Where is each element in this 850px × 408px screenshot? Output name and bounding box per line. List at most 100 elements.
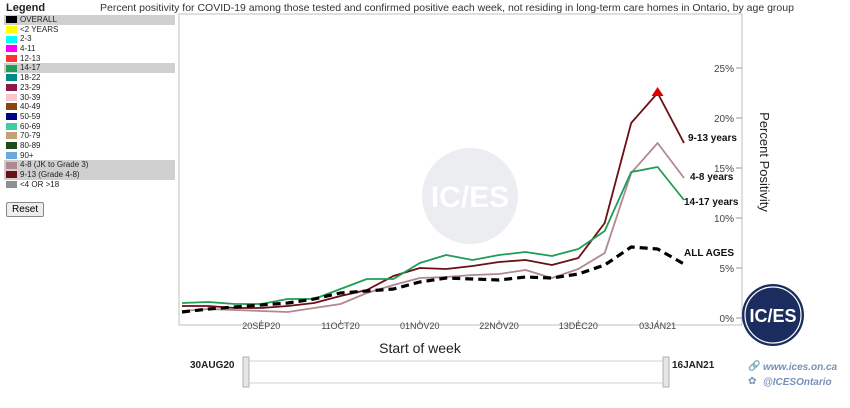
data-point[interactable] [471, 277, 475, 281]
data-point[interactable] [206, 307, 210, 311]
series-line-1 [181, 142, 685, 313]
legend-item[interactable]: 14-17 [4, 63, 175, 74]
data-point[interactable] [523, 258, 527, 262]
legend-item[interactable]: 70-79 [4, 131, 175, 141]
legend-label: 70-79 [20, 131, 41, 141]
data-point[interactable] [259, 303, 263, 307]
data-point[interactable] [682, 262, 686, 266]
data-point[interactable] [603, 251, 607, 255]
data-point[interactable] [339, 291, 343, 295]
data-point[interactable] [629, 245, 633, 249]
legend-item[interactable]: 9-13 (Grade 4-8) [4, 170, 175, 180]
data-point[interactable] [576, 247, 580, 251]
legend-item[interactable]: 18-22 [4, 73, 175, 83]
y-axis-label: Percent Positivity [757, 112, 772, 212]
data-point[interactable] [471, 273, 475, 277]
data-point[interactable] [576, 272, 580, 276]
reset-button[interactable]: Reset [6, 202, 45, 217]
data-point[interactable] [391, 283, 395, 287]
data-point[interactable] [312, 301, 316, 305]
legend-item[interactable]: 4-11 [4, 44, 175, 54]
data-point[interactable] [418, 276, 422, 280]
data-point[interactable] [444, 276, 448, 280]
data-point[interactable] [444, 267, 448, 271]
data-point[interactable] [603, 221, 607, 225]
data-point[interactable] [391, 277, 395, 281]
y-tick-label: 0% [720, 314, 735, 325]
legend-item[interactable]: <4 OR >18 [4, 180, 175, 190]
data-point[interactable] [180, 301, 184, 305]
data-point[interactable] [286, 310, 290, 314]
data-point[interactable] [603, 263, 607, 267]
data-point[interactable] [656, 247, 660, 251]
data-point[interactable] [180, 310, 184, 314]
x-tick-label: 20SEP20 [242, 321, 280, 331]
data-point[interactable] [418, 266, 422, 270]
data-point[interactable] [365, 277, 369, 281]
legend-item[interactable]: 60-69 [4, 122, 175, 132]
range-slider-track[interactable] [245, 360, 667, 384]
data-point[interactable] [656, 141, 660, 145]
data-point[interactable] [418, 280, 422, 284]
data-point[interactable] [550, 276, 554, 280]
legend-label: 40-49 [20, 102, 41, 112]
data-point[interactable] [576, 256, 580, 260]
legend-item[interactable]: 30-39 [4, 93, 175, 103]
data-point[interactable] [497, 278, 501, 282]
legend-item[interactable]: 80-89 [4, 141, 175, 151]
legend-item[interactable]: 40-49 [4, 102, 175, 112]
data-point[interactable] [550, 254, 554, 258]
legend-item[interactable]: 50-59 [4, 112, 175, 122]
watermark-text: IC/ES [431, 181, 509, 214]
data-point[interactable] [339, 302, 343, 306]
data-point[interactable] [656, 165, 660, 169]
data-point[interactable] [523, 268, 527, 272]
data-point[interactable] [286, 297, 290, 301]
data-point[interactable] [444, 253, 448, 257]
data-point[interactable] [206, 300, 210, 304]
legend-item[interactable]: 90+ [4, 151, 175, 161]
data-point[interactable] [682, 176, 686, 180]
legend-item[interactable]: 12-13 [4, 54, 175, 64]
legend-swatch [6, 171, 17, 179]
data-point[interactable] [523, 250, 527, 254]
legend-item[interactable]: 23-29 [4, 83, 175, 93]
legend-label: 2-3 [20, 34, 32, 44]
data-point[interactable] [497, 260, 501, 264]
data-point[interactable] [391, 287, 395, 291]
data-point[interactable] [365, 289, 369, 293]
data-point[interactable] [497, 253, 501, 257]
data-point[interactable] [523, 275, 527, 279]
data-point[interactable] [471, 258, 475, 262]
data-point[interactable] [339, 287, 343, 291]
data-point[interactable] [471, 264, 475, 268]
data-point[interactable] [312, 306, 316, 310]
data-point[interactable] [418, 261, 422, 265]
series-label: 9-13 years [688, 133, 737, 144]
website-link[interactable]: www.ices.on.ca [763, 362, 838, 373]
data-point[interactable] [550, 263, 554, 267]
x-axis-label: Start of week [379, 340, 462, 356]
legend-item[interactable]: <2 YEARS [4, 25, 175, 35]
range-slider-start-handle[interactable] [242, 356, 250, 388]
data-point[interactable] [682, 141, 686, 145]
data-point[interactable] [233, 305, 237, 309]
data-point[interactable] [629, 170, 633, 174]
legend-swatch [6, 74, 17, 82]
data-point[interactable] [603, 229, 607, 233]
data-point[interactable] [497, 272, 501, 276]
range-slider-end-handle[interactable] [662, 356, 670, 388]
y-tick-label: 25% [714, 64, 734, 75]
legend-label: 18-22 [20, 73, 41, 83]
peak-marker [651, 87, 664, 96]
data-point[interactable] [576, 267, 580, 271]
twitter-handle[interactable]: @ICESOntario [763, 377, 832, 388]
data-point[interactable] [259, 309, 263, 313]
legend-label: 60-69 [20, 121, 41, 131]
legend-item[interactable]: 4-8 (JK to Grade 3) [4, 160, 175, 170]
data-point[interactable] [312, 297, 316, 301]
legend-item[interactable]: OVERALL [4, 15, 175, 25]
data-point[interactable] [286, 301, 290, 305]
data-point[interactable] [629, 121, 633, 125]
legend-item[interactable]: 2-3 [4, 34, 175, 44]
